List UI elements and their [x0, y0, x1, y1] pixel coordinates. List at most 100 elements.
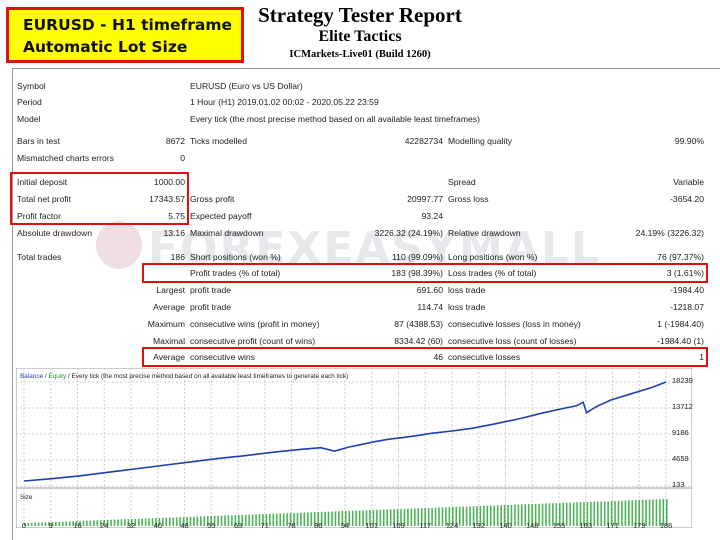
- size-bar: [241, 514, 244, 526]
- size-bar: [151, 518, 154, 526]
- size-bar: [476, 506, 478, 526]
- size-bar: [431, 507, 433, 526]
- x-tick-label: 40: [153, 521, 162, 530]
- x-tick-label: 9: [48, 521, 53, 530]
- chart-legend: Balance / Equity / Every tick (the most …: [20, 373, 348, 380]
- size-bar: [358, 510, 361, 526]
- balance-line: [23, 381, 667, 482]
- size-bar: [44, 522, 47, 526]
- average-consecutive-wins-label: consecutive wins: [190, 352, 255, 362]
- size-bar: [545, 503, 547, 526]
- y-tick-label: 18239: [672, 376, 693, 385]
- legend-model: / Every tick (the most precise method ba…: [66, 373, 349, 380]
- size-bar: [106, 519, 109, 526]
- size-bar: [248, 514, 250, 526]
- size-bar: [196, 516, 199, 526]
- size-bar: [583, 502, 585, 526]
- size-bar: [603, 501, 606, 526]
- size-bar: [417, 508, 420, 526]
- size-bar: [362, 510, 364, 526]
- x-tick-label: 16: [73, 521, 82, 530]
- x-tick-label: 124: [445, 521, 459, 530]
- size-bar: [75, 521, 78, 526]
- size-bar: [89, 520, 92, 526]
- profit-factor-label: Profit factor: [17, 211, 61, 221]
- size-bar: [93, 520, 95, 526]
- gross-loss-value: -3654.20: [670, 194, 704, 204]
- size-bar: [500, 505, 502, 526]
- size-bar: [37, 522, 40, 526]
- size-bar: [124, 519, 126, 526]
- profit-factor-value: 5.75: [168, 211, 185, 221]
- size-bar: [455, 506, 458, 526]
- x-tick-label: 55: [207, 521, 216, 530]
- size-bar: [565, 502, 568, 526]
- max-consecutive-losses-label: consecutive losses (loss in money): [448, 319, 581, 329]
- size-bar: [414, 508, 416, 526]
- average-consecutive-losses-value: 1: [699, 352, 704, 362]
- size-bar: [27, 522, 30, 526]
- size-bar: [569, 502, 571, 526]
- size-bar: [631, 500, 634, 526]
- size-bar: [55, 521, 57, 526]
- size-bar: [345, 511, 347, 526]
- size-bar: [324, 511, 326, 526]
- legend-separator: /: [43, 373, 49, 380]
- size-bar: [155, 518, 157, 526]
- size-bar: [265, 513, 268, 526]
- ticks-label: Ticks modelled: [190, 136, 247, 146]
- size-bar: [655, 499, 658, 526]
- report-title: Strategy Tester Report: [258, 3, 462, 27]
- legend-equity: Equity: [48, 373, 67, 380]
- size-bar: [289, 513, 292, 526]
- x-tick-label: 148: [525, 521, 539, 530]
- loss-trades-value: 3 (1.61%): [666, 268, 704, 278]
- size-bar: [244, 514, 247, 526]
- size-bar: [458, 506, 461, 526]
- size-bar: [593, 501, 596, 526]
- size-bar: [666, 499, 668, 526]
- x-tick-label: 101: [365, 521, 378, 530]
- max-consecutive-wins-label: consecutive wins (profit in money): [190, 319, 320, 329]
- period-label: Period: [17, 97, 42, 107]
- size-bar: [420, 508, 423, 526]
- size-bar: [527, 504, 530, 526]
- size-bar: [86, 520, 88, 526]
- size-bar: [645, 499, 647, 526]
- mismatch-label: Mismatched charts errors: [17, 153, 114, 163]
- size-bar: [489, 505, 492, 526]
- size-bar: [514, 504, 516, 526]
- size-bar: [206, 516, 209, 526]
- x-tick-label: 140: [499, 521, 512, 530]
- model-value: Every tick (the most precise method base…: [190, 114, 480, 124]
- maximal-consecutive-profit-label: consecutive profit (count of wins): [190, 336, 316, 346]
- size-bar: [320, 511, 323, 526]
- size-bar: [376, 509, 378, 526]
- largest-profit-label: profit trade: [190, 285, 232, 295]
- size-label: Size: [20, 494, 33, 501]
- gross-profit-label: Gross profit: [190, 194, 235, 204]
- total-trades-value: 186: [170, 252, 185, 262]
- size-bar: [441, 507, 444, 526]
- size-bar: [141, 518, 143, 526]
- size-bar: [393, 509, 395, 526]
- size-bar: [386, 509, 389, 526]
- maximal-consecutive-profit-value: 8334.42 (60): [394, 336, 443, 346]
- x-tick-label: 94: [340, 521, 350, 530]
- model-label: Model: [17, 114, 41, 124]
- absolute-drawdown-label: Absolute drawdown: [17, 228, 93, 238]
- size-bar: [172, 517, 175, 526]
- size-bar: [79, 520, 81, 526]
- spread-value: Variable: [673, 177, 704, 187]
- balance-chart: [16, 368, 692, 528]
- size-bar: [586, 501, 589, 526]
- x-tick-label: 78: [287, 521, 296, 530]
- x-tick-label: 71: [260, 521, 269, 530]
- period-value: 1 Hour (H1) 2019.01.02 00:02 - 2020.05.2…: [190, 97, 379, 107]
- x-tick-label: 117: [419, 521, 432, 530]
- short-positions-value: 110 (99.09%): [392, 252, 443, 262]
- size-bar: [372, 509, 375, 526]
- size-bar: [434, 507, 437, 526]
- size-bar: [30, 522, 33, 526]
- size-bar: [572, 502, 575, 526]
